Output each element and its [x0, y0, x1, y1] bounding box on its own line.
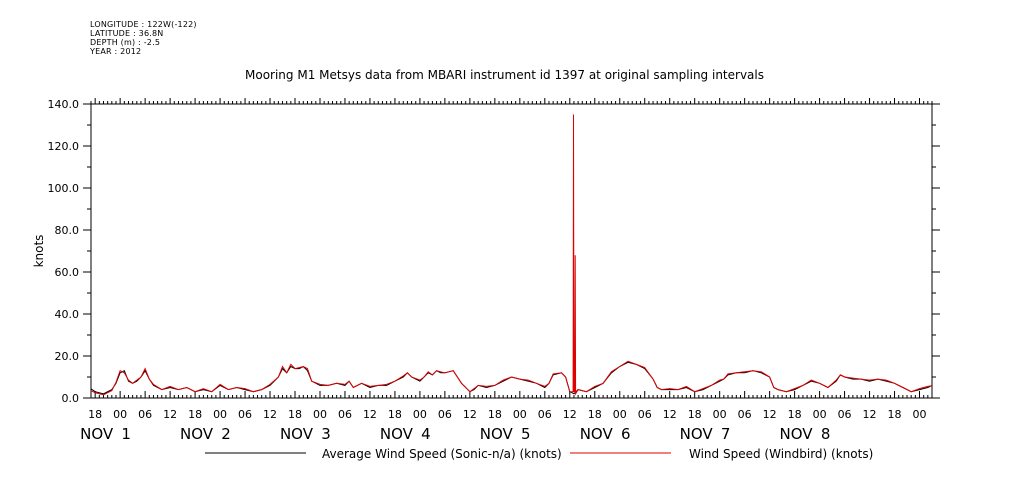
- x-month-label: NOV: [480, 425, 514, 443]
- x-day-label: 2: [221, 425, 231, 443]
- x-day-label: 5: [521, 425, 531, 443]
- x-hour-label: 00: [513, 408, 527, 421]
- x-hour-label: 00: [313, 408, 327, 421]
- x-day-label: 3: [321, 425, 331, 443]
- depth-label: DEPTH (m) : -2.5: [90, 38, 161, 47]
- x-day-label: 6: [621, 425, 631, 443]
- x-hour-label: 18: [788, 408, 802, 421]
- x-hour-label: 18: [488, 408, 502, 421]
- y-tick-label: 120.0: [48, 140, 80, 153]
- x-hour-label: 12: [663, 408, 677, 421]
- y-tick-label: 60.0: [55, 266, 80, 279]
- chart-title: Mooring M1 Metsys data from MBARI instru…: [245, 68, 764, 82]
- x-month-label: NOV: [280, 425, 314, 443]
- x-month-label: NOV: [380, 425, 414, 443]
- y-axis-label: knots: [32, 235, 46, 268]
- y-tick-label: 140.0: [48, 98, 80, 111]
- x-day-label: 4: [421, 425, 431, 443]
- y-tick-label: 20.0: [55, 350, 80, 363]
- x-hour-label: 12: [363, 408, 377, 421]
- year-label: YEAR : 2012: [90, 47, 142, 56]
- x-hour-label: 06: [138, 408, 152, 421]
- x-hour-label: 06: [838, 408, 852, 421]
- x-hour-label: 12: [563, 408, 577, 421]
- y-tick-label: 40.0: [55, 308, 80, 321]
- plot-frame: [90, 103, 933, 399]
- x-hour-label: 00: [213, 408, 227, 421]
- legend-label-sonic: Average Wind Speed (Sonic-n/a) (knots): [322, 447, 562, 461]
- legend-label-windbird: Wind Speed (Windbird) (knots): [689, 447, 873, 461]
- y-tick-label: 0.0: [62, 392, 80, 405]
- x-hour-label: 06: [338, 408, 352, 421]
- y-tick-label: 100.0: [48, 182, 80, 195]
- x-hour-label: 06: [638, 408, 652, 421]
- x-month-label: NOV: [780, 425, 814, 443]
- x-hour-label: 18: [288, 408, 302, 421]
- x-hour-label: 00: [913, 408, 927, 421]
- x-hour-label: 18: [88, 408, 102, 421]
- x-hour-label: 00: [113, 408, 127, 421]
- latitude-label: LATITUDE : 36.8N: [90, 29, 164, 38]
- x-day-label: 7: [721, 425, 731, 443]
- x-hour-label: 18: [388, 408, 402, 421]
- x-hour-label: 12: [163, 408, 177, 421]
- x-hour-label: 00: [713, 408, 727, 421]
- x-month-label: NOV: [680, 425, 714, 443]
- x-hour-label: 12: [263, 408, 277, 421]
- y-tick-label: 80.0: [55, 224, 80, 237]
- x-hour-label: 12: [863, 408, 877, 421]
- x-hour-label: 00: [813, 408, 827, 421]
- x-hour-label: 00: [413, 408, 427, 421]
- longitude-label: LONGITUDE : 122W(-122): [90, 20, 197, 29]
- x-month-label: NOV: [580, 425, 614, 443]
- x-hour-label: 00: [613, 408, 627, 421]
- x-hour-label: 12: [763, 408, 777, 421]
- x-month-label: NOV: [180, 425, 214, 443]
- x-hour-label: 06: [738, 408, 752, 421]
- x-hour-label: 12: [463, 408, 477, 421]
- x-month-label: NOV: [80, 425, 114, 443]
- x-day-label: 1: [121, 425, 131, 443]
- x-hour-label: 06: [238, 408, 252, 421]
- x-hour-label: 18: [688, 408, 702, 421]
- x-hour-label: 18: [188, 408, 202, 421]
- metadata-block: LONGITUDE : 122W(-122) LATITUDE : 36.8N …: [90, 20, 197, 56]
- x-day-label: 8: [821, 425, 831, 443]
- x-hour-label: 18: [588, 408, 602, 421]
- x-hour-label: 06: [538, 408, 552, 421]
- x-hour-label: 06: [438, 408, 452, 421]
- x-hour-label: 18: [888, 408, 902, 421]
- series-line-windbird: [91, 114, 932, 396]
